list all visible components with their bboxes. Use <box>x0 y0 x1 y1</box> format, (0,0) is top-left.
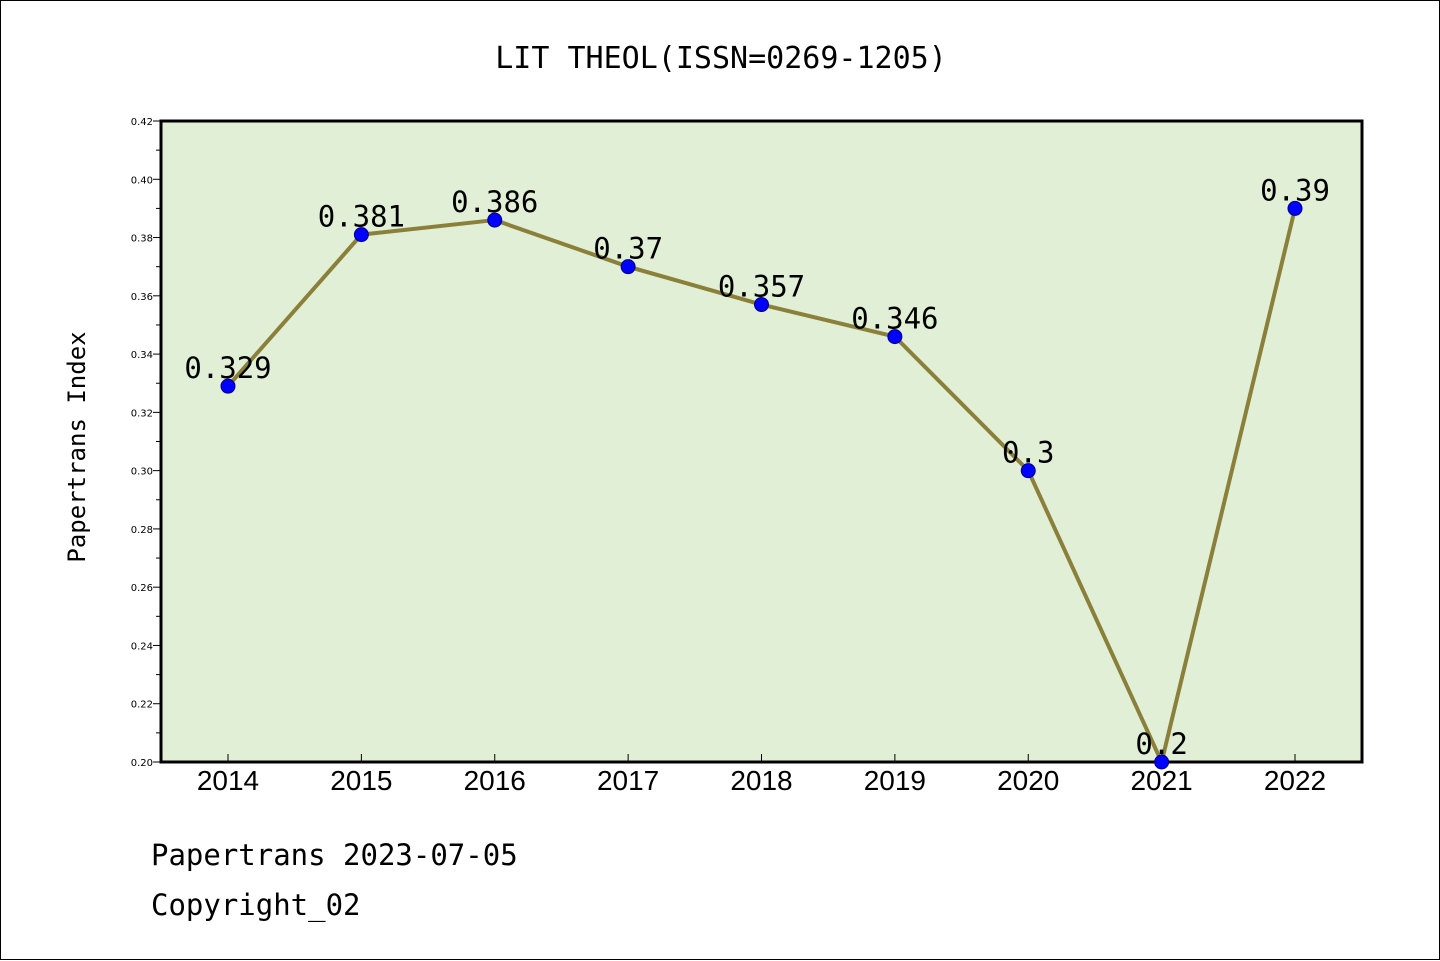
x-tick-label: 2014 <box>197 765 259 796</box>
x-tick-label: 2022 <box>1264 765 1326 796</box>
x-tick-label: 2020 <box>997 765 1059 796</box>
y-tick-label: 0.32 <box>131 408 153 419</box>
y-axis: 0.20 0.22 0.24 0.26 0.28 0.30 0.32 0.34 0.36 0.38… <box>131 117 161 769</box>
data-point <box>1287 200 1303 216</box>
data-point <box>487 212 503 228</box>
x-tick-label: 2019 <box>864 765 926 796</box>
x-tick-label: 2018 <box>730 765 792 796</box>
data-label: 0.346 <box>851 302 938 336</box>
y-tick-label: 0.24 <box>131 641 153 652</box>
x-tick-label: 2021 <box>1130 765 1192 796</box>
footer-copyright: Copyright_02 <box>151 888 361 923</box>
data-label: 0.37 <box>593 232 663 266</box>
y-tick-label: 0.36 <box>131 292 153 303</box>
data-point <box>754 297 769 313</box>
data-point <box>1020 463 1036 479</box>
footer-date: Papertrans 2023-07-05 <box>151 838 518 872</box>
y-tick-label: 0.30 <box>131 467 153 478</box>
data-point <box>1154 754 1170 770</box>
y-tick-label: 0.22 <box>131 700 153 711</box>
data-point <box>220 378 236 394</box>
data-point <box>620 259 636 275</box>
series-layer: 0.329 0.381 0.386 0.37 0.357 0.346 0.3 0.2 0.39 <box>184 173 1330 770</box>
data-label: 0.329 <box>184 351 271 385</box>
data-label: 0.357 <box>718 270 805 304</box>
data-label: 0.2 <box>1135 727 1187 761</box>
chart-title: LIT THEOL(ISSN=0269-1205) <box>495 41 947 76</box>
data-point <box>887 329 903 345</box>
y-tick-label: 0.38 <box>131 234 153 245</box>
y-tick-label: 0.20 <box>131 758 153 769</box>
y-axis-label: Papertrans Index <box>63 331 91 562</box>
data-label: 0.386 <box>451 185 538 219</box>
y-tick-label: 0.28 <box>131 525 153 536</box>
data-label: 0.381 <box>318 200 405 234</box>
data-point <box>353 227 369 243</box>
y-tick-label: 0.42 <box>131 117 153 128</box>
data-label: 0.39 <box>1260 173 1330 207</box>
x-tick-label: 2016 <box>464 765 526 796</box>
x-tick-label: 2015 <box>330 765 392 796</box>
x-tick-label: 2017 <box>597 765 659 796</box>
data-label: 0.3 <box>1002 436 1054 470</box>
y-tick-label: 0.26 <box>131 583 153 594</box>
y-tick-label: 0.34 <box>131 350 153 361</box>
y-tick-label: 0.40 <box>131 175 153 186</box>
x-axis: 2014 2015 2016 2017 2018 2019 2020 2021 2022 <box>197 754 1326 796</box>
